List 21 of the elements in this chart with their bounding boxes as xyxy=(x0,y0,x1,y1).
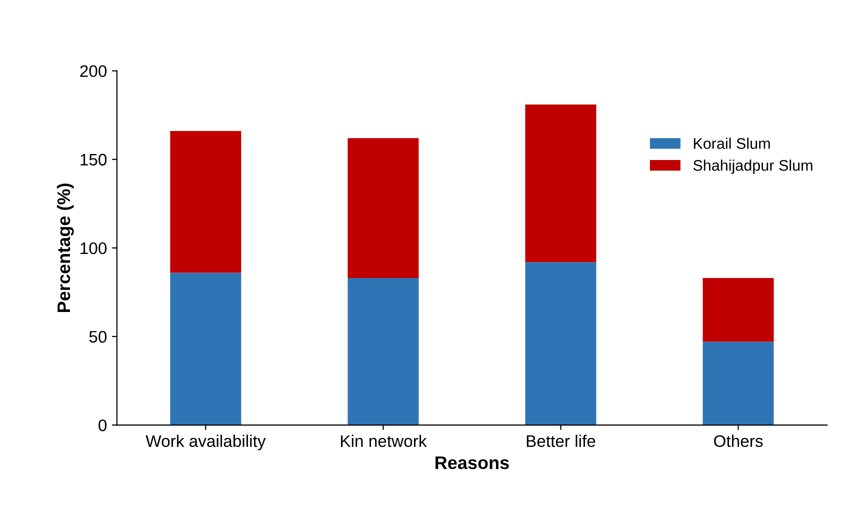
y-tick-label: 150 xyxy=(80,154,107,166)
legend-label: Korail Slum xyxy=(694,138,770,149)
y-tick-label: 100 xyxy=(80,242,107,254)
bar xyxy=(525,262,596,426)
x-axis-title: Reasons xyxy=(436,456,509,470)
y-tick-label: 0 xyxy=(98,419,107,432)
legend-label: Shahijadpur Slum xyxy=(693,160,812,174)
y-axis-title: Percentage (%) xyxy=(56,184,74,312)
x-tick-label: Work availability xyxy=(146,434,266,450)
x-tick-label: Others xyxy=(714,434,763,448)
bar xyxy=(702,278,774,342)
y-tick-label: 50 xyxy=(89,330,107,343)
bar xyxy=(702,342,774,426)
bar xyxy=(348,138,419,278)
bar xyxy=(348,278,419,426)
x-tick-label: Kin network xyxy=(341,434,427,448)
bar xyxy=(170,131,242,273)
bar xyxy=(170,272,242,426)
bar xyxy=(525,104,596,262)
y-tick-label: 200 xyxy=(80,65,107,78)
x-tick-label: Better life xyxy=(526,434,596,448)
